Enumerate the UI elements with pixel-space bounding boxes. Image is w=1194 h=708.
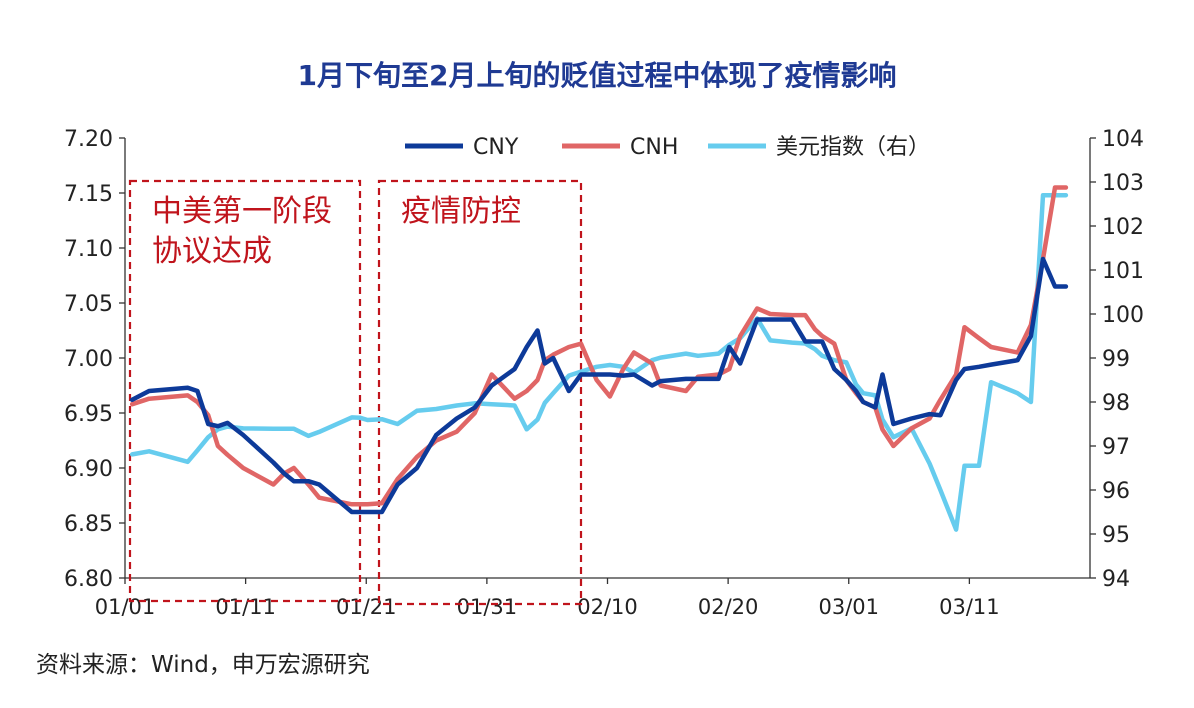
y-left-tick-label: 7.20 xyxy=(64,127,113,152)
annotation-text: 中美第一阶段 xyxy=(152,194,332,229)
x-tick-label: 01/31 xyxy=(457,595,518,619)
y-left-tick-label: 6.85 xyxy=(64,512,113,537)
legend-label: 美元指数（右） xyxy=(776,135,930,160)
y-right-tick-label: 100 xyxy=(1102,303,1144,328)
y-left-tick-label: 6.95 xyxy=(64,402,113,427)
series-line-cny xyxy=(129,256,1069,515)
y-left-tick-label: 6.90 xyxy=(64,457,113,482)
y-right-tick-label: 94 xyxy=(1102,567,1130,592)
x-tick-label: 01/21 xyxy=(336,595,397,619)
x-tick-label: 03/11 xyxy=(939,595,1000,619)
annotation-box xyxy=(128,179,362,603)
y-right-tick-label: 99 xyxy=(1102,347,1130,372)
y-right-tick-label: 103 xyxy=(1102,171,1144,196)
y-left-tick-label: 6.80 xyxy=(64,567,113,592)
y-right-tick-label: 104 xyxy=(1102,127,1144,152)
y-right-tick-label: 98 xyxy=(1102,391,1130,416)
x-tick-label: 03/01 xyxy=(818,595,879,619)
annotation-text: 疫情防控 xyxy=(401,194,521,229)
y-right-tick-label: 101 xyxy=(1102,259,1144,284)
legend-label: CNH xyxy=(630,135,678,160)
legend-label: CNY xyxy=(473,135,519,160)
x-tick-label: 02/20 xyxy=(698,595,759,619)
series-lines xyxy=(129,185,1069,532)
y-right-tick-label: 96 xyxy=(1102,479,1130,504)
x-tick-label: 01/11 xyxy=(215,595,276,619)
y-left-tick-label: 7.10 xyxy=(64,237,113,262)
axes: 6.80 6.85 6.90 6.95 7.00 7.05 7.10 7.15 7.20 94 95… xyxy=(64,127,1144,619)
y-left-tick-label: 7.00 xyxy=(64,347,113,372)
annotation-text: 协议达成 xyxy=(152,234,272,269)
y-left-tick-label: 7.05 xyxy=(64,292,113,317)
chart-title: 1月下旬至2月上旬的贬值过程中体现了疫情影响 xyxy=(297,59,897,92)
source-note: 资料来源：Wind，申万宏源研究 xyxy=(36,652,370,678)
y-right-tick-label: 95 xyxy=(1102,523,1130,548)
x-tick-label: 01/01 xyxy=(95,595,156,619)
series-line-dxy xyxy=(129,192,1069,532)
y-right-tick-label: 102 xyxy=(1102,215,1144,240)
annotation-box xyxy=(377,179,583,606)
y-right-tick-label: 97 xyxy=(1102,435,1130,460)
y-left-tick-label: 7.15 xyxy=(64,182,113,207)
legend: CNY CNH 美元指数（右） xyxy=(405,135,930,160)
x-tick-label: 02/10 xyxy=(577,595,638,619)
